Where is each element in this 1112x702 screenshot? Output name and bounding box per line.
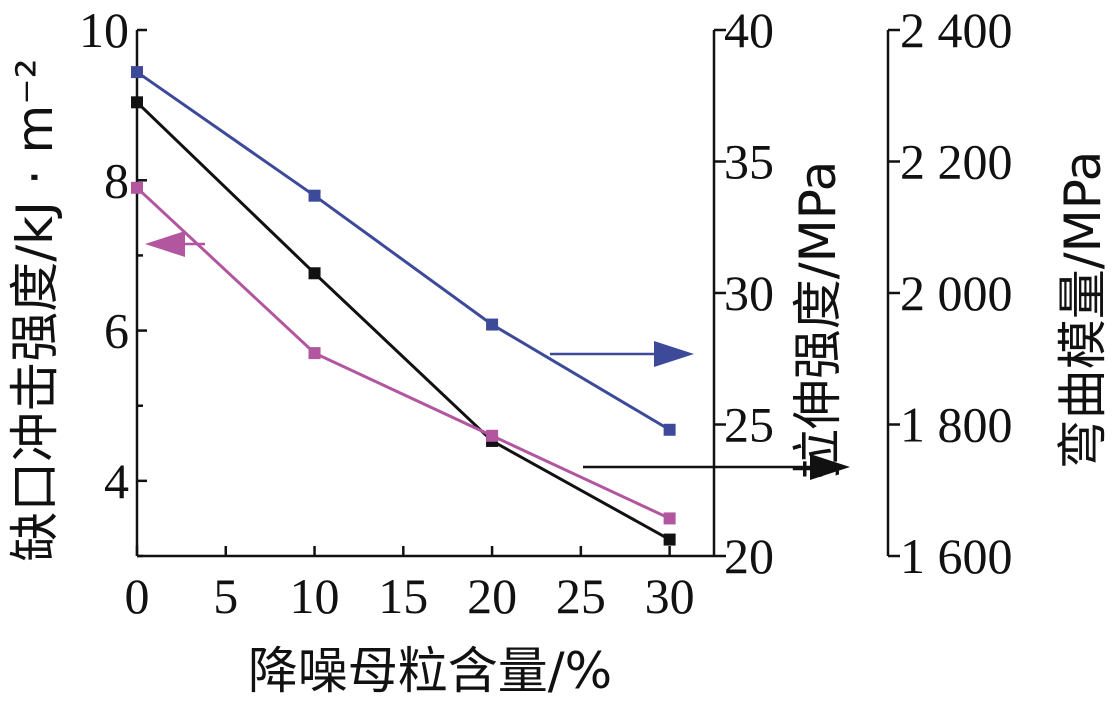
right2-tick-label: 2 000 bbox=[900, 265, 1013, 321]
data-point-right2 bbox=[663, 533, 676, 546]
arrow-head bbox=[145, 231, 185, 257]
right2-tick-label: 1 800 bbox=[900, 397, 1013, 453]
data-point-right1 bbox=[663, 423, 676, 436]
left-tick-label: 10 bbox=[79, 2, 129, 58]
left-axis-title: 缺口冲击强度/kJ · m⁻² bbox=[6, 58, 64, 561]
data-point-right1 bbox=[131, 66, 143, 79]
data-point-right2 bbox=[131, 96, 143, 109]
series-group bbox=[131, 66, 850, 546]
data-point-left bbox=[486, 429, 499, 442]
arrow-to-right1-axis bbox=[550, 341, 694, 367]
left-tick-label: 8 bbox=[104, 152, 129, 208]
data-point-right1 bbox=[486, 318, 499, 331]
axes-group: 0 5 10 15 20 25 30 4 6 8 10 20 25 30 35 40 1 600 1 800 2 0… bbox=[79, 2, 1013, 624]
x-tick-label: 25 bbox=[556, 568, 606, 624]
labels-group: 降噪母粒含量/% 缺口冲击强度/kJ · m⁻² 拉伸强度/MPa 弯曲模量/M… bbox=[6, 58, 1112, 700]
left-tick-label: 4 bbox=[104, 453, 129, 509]
arrow-to-left-axis bbox=[145, 231, 205, 257]
data-point-left bbox=[131, 181, 143, 194]
right1-tick-label: 20 bbox=[724, 528, 774, 584]
right1-tick-label: 35 bbox=[724, 134, 774, 190]
x-axis-title: 降噪母粒含量/% bbox=[248, 642, 612, 700]
x-tick-label: 20 bbox=[467, 568, 517, 624]
series-line-right2 bbox=[135, 101, 671, 541]
arrow-head bbox=[810, 454, 850, 480]
data-point-right2 bbox=[308, 267, 321, 280]
left-tick-label: 6 bbox=[104, 303, 129, 359]
series-line-right1 bbox=[136, 70, 671, 432]
right2-tick-label: 1 600 bbox=[900, 528, 1013, 584]
right2-tick-label: 2 200 bbox=[900, 134, 1013, 190]
data-point-left bbox=[663, 512, 676, 525]
data-point-left bbox=[308, 347, 321, 360]
right2-tick-label: 2 400 bbox=[900, 2, 1013, 58]
series-line-left bbox=[135, 186, 671, 520]
arrow-head bbox=[654, 341, 694, 367]
data-point-right1 bbox=[308, 189, 321, 202]
right1-axis-title: 拉伸强度/MPa bbox=[789, 161, 847, 480]
x-tick-label: 30 bbox=[645, 568, 695, 624]
right2-axis-title: 弯曲模量/MPa bbox=[1054, 151, 1112, 470]
arrow-to-right2-axis bbox=[583, 454, 850, 480]
x-tick-label: 0 bbox=[125, 568, 150, 624]
right1-tick-label: 25 bbox=[724, 397, 774, 453]
x-tick-label: 10 bbox=[290, 568, 340, 624]
x-tick-label: 5 bbox=[213, 568, 238, 624]
right1-tick-label: 30 bbox=[724, 265, 774, 321]
x-tick-label: 15 bbox=[378, 568, 428, 624]
right1-tick-label: 40 bbox=[724, 2, 774, 58]
